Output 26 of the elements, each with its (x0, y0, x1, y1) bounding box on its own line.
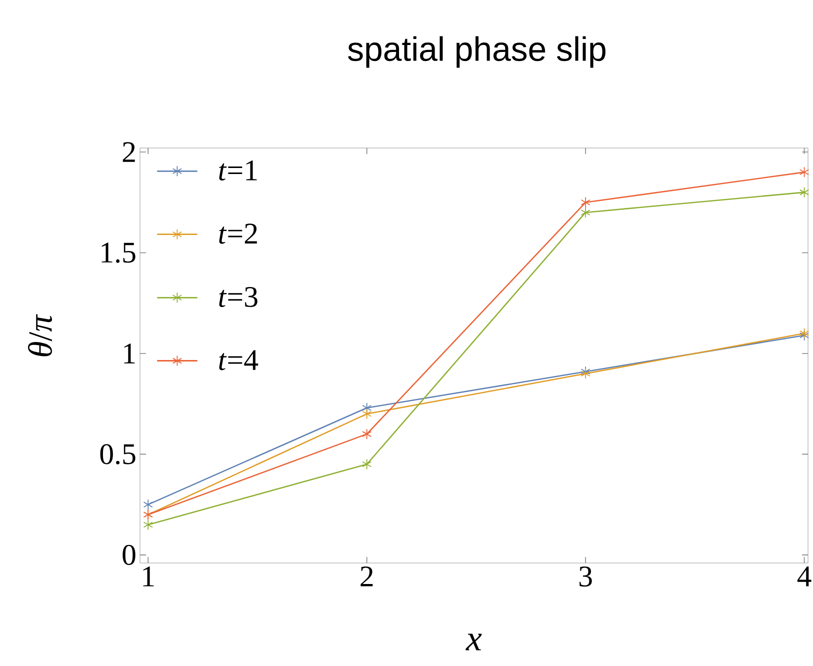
legend-label: t=3 (219, 286, 258, 308)
point (580, 196, 590, 208)
legend-label: t=4 (219, 350, 258, 370)
point (362, 428, 372, 440)
y-tick-label: 2 (122, 142, 135, 162)
x-axis-title: x (466, 634, 482, 650)
point (143, 519, 153, 530)
x-tick-label: 3 (580, 566, 592, 587)
chart-title: spatial phase slip (348, 36, 606, 68)
y-tick-label: 1.5 (102, 242, 136, 263)
legend-label: t=2 (219, 224, 257, 244)
x-tick-label: 1 (143, 566, 154, 586)
y-tick-label: 1 (124, 344, 135, 364)
point (362, 408, 372, 420)
point (800, 186, 810, 198)
point (362, 458, 372, 470)
point (143, 499, 153, 510)
x-tick-label: 2 (360, 566, 373, 586)
point (580, 207, 590, 218)
x-tick-label: 4 (797, 566, 812, 586)
point (362, 402, 372, 414)
y-tick-label: 0.5 (100, 444, 136, 464)
legend-label: t=1 (219, 160, 257, 181)
point (800, 166, 810, 178)
y-tick-label: 0 (122, 544, 136, 566)
y-axis-title: θ/π (28, 314, 52, 356)
